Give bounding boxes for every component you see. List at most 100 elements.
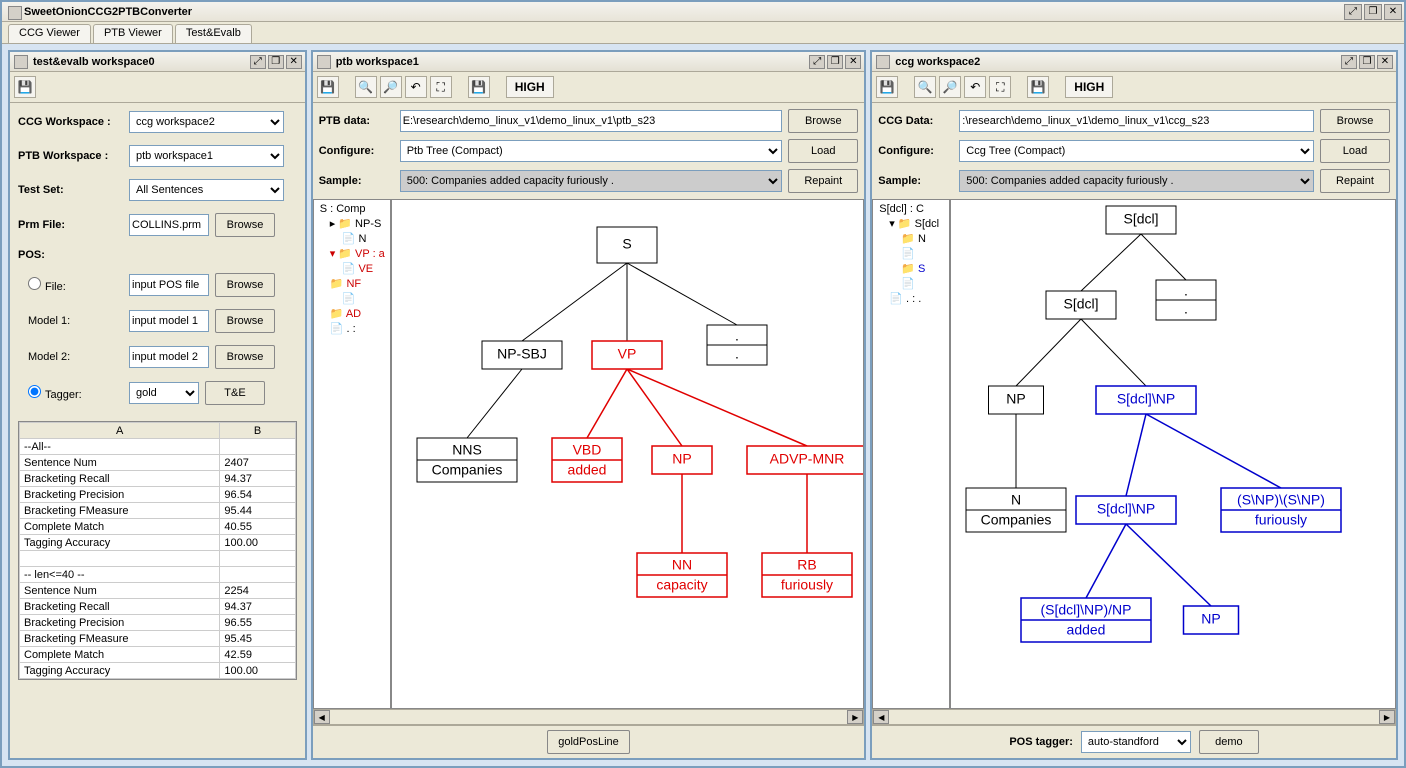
ptb-tree-nav[interactable]: S : Comp▸ 📁 NP-S📄 N▾ 📁 VP : a📄 VE📁 NF📄📁 … [313,199,391,709]
tree-nav-item[interactable]: 📁 N [875,232,947,247]
scrollbar[interactable]: ◀▶ [872,709,1396,725]
high-button[interactable]: HIGH [1065,76,1113,98]
tree-nav-item[interactable]: ▾ 📁 S[dcl [875,217,947,232]
tree-nav-item[interactable]: 📄 N [316,232,388,247]
table-row: Tagging Accuracy100.00 [20,535,296,551]
panel-title: ccg workspace2 [875,56,980,68]
ccg-tree-nav[interactable]: S[dcl] : C▾ 📁 S[dcl📁 N📄📁 S📄📄 . : . [872,199,950,709]
scroll-right-icon[interactable]: ▶ [847,710,863,724]
tree-nav-item[interactable]: ▸ 📁 NP-S [316,217,388,232]
tree-nav-item[interactable]: 📄 [316,292,388,307]
ptb-conf-select[interactable]: Ptb Tree (Compact) [400,140,783,162]
prm-input[interactable] [129,214,209,236]
svg-text:S[dcl]: S[dcl] [1064,296,1099,312]
undo-icon[interactable]: ↶ [405,76,427,98]
table-row: Complete Match40.55 [20,519,296,535]
prm-browse-button[interactable]: Browse [215,213,275,237]
panel-max-icon[interactable]: ❐ [1359,55,1375,69]
svg-text:RB: RB [797,557,816,573]
scroll-left-icon[interactable]: ◀ [314,710,330,724]
ptb-tree-canvas[interactable]: SNP-SBJVP..NNSCompaniesVBDaddedNPADVP-MN… [391,199,865,709]
demo-button[interactable]: demo [1199,730,1259,754]
panel-min-icon[interactable]: ⤢ [809,55,825,69]
pos-tagger-select[interactable]: auto-standford [1081,731,1191,753]
file-radio-label: File: [18,277,123,293]
save-icon[interactable]: 💾 [14,76,36,98]
minimize-icon[interactable]: ⤢ [1344,4,1362,20]
zoom-in-icon[interactable]: 🔍 [355,76,377,98]
model2-input[interactable] [129,346,209,368]
tree-nav-item[interactable]: 📄 VE [316,262,388,277]
ccg-load-button[interactable]: Load [1320,139,1390,163]
ccg-ws-select[interactable]: ccg workspace2 [129,111,284,133]
scroll-left-icon[interactable]: ◀ [873,710,889,724]
tree-nav-item[interactable]: 📄 [875,277,947,292]
tagger-radio[interactable] [28,385,41,398]
table-row: Tagging Accuracy100.00 [20,663,296,679]
svg-text:furiously: furiously [1255,512,1307,528]
tree-nav-item[interactable]: 📄 . : [316,322,388,337]
scrollbar[interactable]: ◀▶ [313,709,865,725]
model2-browse-button[interactable]: Browse [215,345,275,369]
panel-max-icon[interactable]: ❐ [268,55,284,69]
tree-nav-item[interactable]: S : Comp [316,202,388,217]
pos-file-input[interactable] [129,274,209,296]
pos-file-browse-button[interactable]: Browse [215,273,275,297]
high-button[interactable]: HIGH [506,76,554,98]
te-button[interactable]: T&E [205,381,265,405]
zoom-in-icon[interactable]: 🔍 [914,76,936,98]
tree-nav-item[interactable]: 📄 . : . [875,292,947,307]
test-set-select[interactable]: All Sentences [129,179,284,201]
tree-nav-item[interactable]: 📁 S [875,262,947,277]
goldposline-button[interactable]: goldPosLine [547,730,630,754]
ptb-browse-button[interactable]: Browse [788,109,858,133]
tree-nav-item[interactable]: S[dcl] : C [875,202,947,217]
tab-ptb-viewer[interactable]: PTB Viewer [93,24,173,43]
ccg-sample-label: Sample: [878,175,953,187]
disk-icon[interactable]: 💾 [468,76,490,98]
model1-input[interactable] [129,310,209,332]
prm-label: Prm File: [18,219,123,231]
close-icon[interactable]: ✕ [1384,4,1402,20]
tree-nav-item[interactable]: ▾ 📁 VP : a [316,247,388,262]
ptb-data-input[interactable] [400,110,783,132]
ptb-ws-select[interactable]: ptb workspace1 [129,145,284,167]
ccg-repaint-button[interactable]: Repaint [1320,169,1390,193]
tree-nav-item[interactable]: 📄 [875,247,947,262]
maximize-icon[interactable]: ❐ [1364,4,1382,20]
model1-browse-button[interactable]: Browse [215,309,275,333]
tab-test-evalb[interactable]: Test&Evalb [175,24,252,43]
disk-icon[interactable]: 💾 [1027,76,1049,98]
svg-text:(S\NP)\(S\NP): (S\NP)\(S\NP) [1237,492,1325,508]
ccg-data-input[interactable] [959,110,1314,132]
fit-icon[interactable]: ⛶ [989,76,1011,98]
panel-close-icon[interactable]: ✕ [1377,55,1393,69]
zoom-out-icon[interactable]: 🔎 [380,76,402,98]
ptb-sample-select[interactable]: 500: Companies added capacity furiously … [400,170,783,192]
tree-nav-item[interactable]: 📁 AD [316,307,388,322]
file-radio[interactable] [28,277,41,290]
undo-icon[interactable]: ↶ [964,76,986,98]
tagger-select[interactable]: gold [129,382,199,404]
svg-text:S[dcl]\NP: S[dcl]\NP [1097,501,1155,517]
pos-label: POS: [18,249,123,261]
svg-text:.: . [1184,283,1188,299]
ccg-browse-button[interactable]: Browse [1320,109,1390,133]
panel-close-icon[interactable]: ✕ [845,55,861,69]
ccg-sample-select[interactable]: 500: Companies added capacity furiously … [959,170,1314,192]
zoom-out-icon[interactable]: 🔎 [939,76,961,98]
tab-ccg-viewer[interactable]: CCG Viewer [8,24,91,43]
panel-min-icon[interactable]: ⤢ [1341,55,1357,69]
ccg-tree-canvas[interactable]: S[dcl]S[dcl]..NPS[dcl]\NPNCompaniesS[dcl… [950,199,1396,709]
fit-icon[interactable]: ⛶ [430,76,452,98]
panel-max-icon[interactable]: ❐ [827,55,843,69]
save-icon[interactable]: 💾 [876,76,898,98]
panel-close-icon[interactable]: ✕ [286,55,302,69]
scroll-right-icon[interactable]: ▶ [1379,710,1395,724]
ccg-conf-select[interactable]: Ccg Tree (Compact) [959,140,1314,162]
tree-nav-item[interactable]: 📁 NF [316,277,388,292]
save-icon[interactable]: 💾 [317,76,339,98]
panel-min-icon[interactable]: ⤢ [250,55,266,69]
ptb-repaint-button[interactable]: Repaint [788,169,858,193]
ptb-load-button[interactable]: Load [788,139,858,163]
